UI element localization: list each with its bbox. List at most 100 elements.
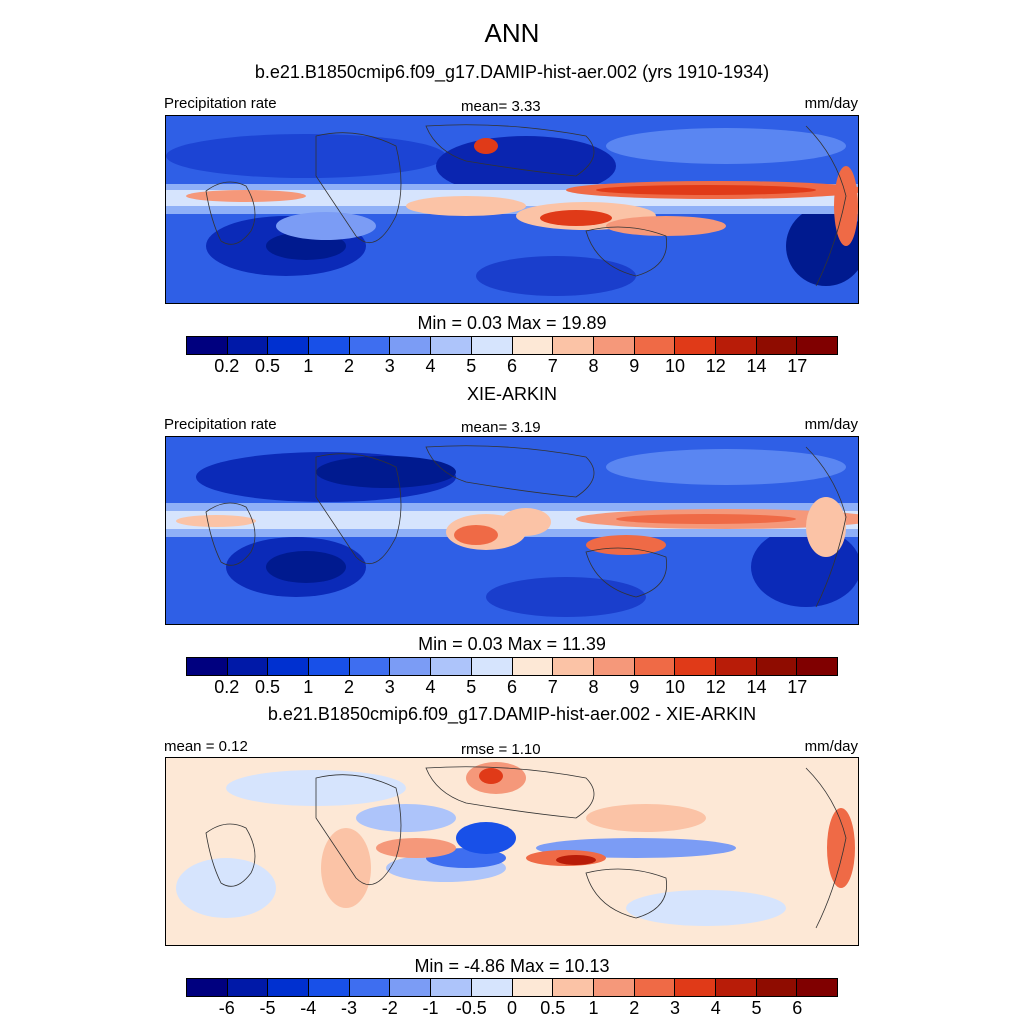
- panel-2-variable-label: Precipitation rate: [164, 416, 277, 433]
- colorbar-segment: [471, 979, 513, 996]
- colorbar-tick-label: 4: [710, 998, 721, 1018]
- colorbar-segment: [512, 658, 554, 675]
- colorbar-tick-label: 0: [506, 998, 518, 1018]
- colorbar-tick-label: 10: [664, 677, 686, 697]
- colorbar-segment: [309, 337, 350, 354]
- colorbar-tick-label: 9: [629, 677, 640, 697]
- colorbar-segment: [512, 979, 554, 996]
- colorbar-segment: [349, 979, 391, 996]
- colorbar-segment: [675, 658, 716, 675]
- colorbar-tick-label: 3: [669, 998, 681, 1018]
- colorbar-segment: [797, 979, 837, 996]
- colorbar-tick-label: 0.5: [254, 677, 281, 697]
- colorbar-tick-label: 0.5: [254, 356, 281, 376]
- colorbar-tick-label: -1: [422, 998, 439, 1018]
- panel-3-rmse-label: rmse = 1.10: [461, 741, 541, 758]
- colorbar-segment: [593, 658, 635, 675]
- colorbar-segment: [268, 979, 310, 996]
- colorbar-tick-label: 3: [384, 677, 395, 697]
- panel-1-variable-label: Precipitation rate: [164, 95, 277, 112]
- colorbar-segment: [349, 658, 391, 675]
- colorbar-segment: [187, 658, 228, 675]
- panel-1-mean-label: mean= 3.33: [461, 98, 541, 115]
- panel-3-map: [165, 757, 859, 946]
- colorbar-tick-label: 7: [547, 677, 558, 697]
- colorbar-segment: [309, 979, 350, 996]
- colorbar-tick-label: 5: [466, 356, 477, 376]
- panel-1-title: b.e21.B1850cmip6.f09_g17.DAMIP-hist-aer.…: [254, 62, 770, 82]
- colorbar-tick-label: -3: [340, 998, 358, 1018]
- colorbar-segment: [227, 337, 269, 354]
- colorbar-tick-label: -6: [218, 998, 235, 1018]
- colorbar-segment: [390, 979, 432, 996]
- colorbar-segment: [675, 337, 716, 354]
- colorbar-tick-label: 3: [384, 356, 395, 376]
- colorbar-segment: [797, 337, 837, 354]
- panel-1-colorbar: [186, 336, 838, 355]
- panel-3-title: b.e21.B1850cmip6.f09_g17.DAMIP-hist-aer.…: [267, 704, 757, 724]
- colorbar-segment: [675, 979, 716, 996]
- colorbar-segment: [593, 337, 635, 354]
- panel-2-minmax: Min = 0.03 Max = 11.39: [418, 634, 606, 654]
- colorbar-segment: [797, 658, 837, 675]
- panel-3-minmax: Min = -4.86 Max = 10.13: [414, 956, 610, 976]
- colorbar-tick-label: 12: [705, 356, 726, 376]
- colorbar-tick-label: 0.2: [214, 677, 240, 697]
- colorbar-segment: [431, 979, 472, 996]
- panel-2-map: [165, 436, 859, 625]
- colorbar-segment: [634, 979, 676, 996]
- colorbar-segment: [431, 337, 472, 354]
- colorbar-tick-label: 2: [629, 998, 640, 1018]
- colorbar-segment: [553, 979, 594, 996]
- colorbar-segment: [268, 337, 310, 354]
- panel-2-units-label: mm/day: [804, 416, 858, 433]
- colorbar-segment: [634, 337, 676, 354]
- colorbar-tick-label: 7: [547, 356, 558, 376]
- panel-1-minmax: Min = 0.03 Max = 19.89: [417, 313, 607, 333]
- colorbar-tick-label: -0.5: [455, 998, 487, 1018]
- colorbar-tick-label: 4: [425, 356, 436, 376]
- colorbar-tick-label: 17: [787, 677, 808, 697]
- panel-2-title: XIE-ARKIN: [466, 384, 558, 404]
- colorbar-tick-label: 1: [303, 677, 314, 697]
- colorbar-tick-label: -5: [259, 998, 276, 1018]
- colorbar-segment: [390, 337, 432, 354]
- panel-2-colorbar: [186, 657, 838, 676]
- colorbar-tick-label: 2: [343, 677, 355, 697]
- colorbar-tick-label: 1: [588, 998, 599, 1018]
- colorbar-segment: [756, 979, 798, 996]
- colorbar-tick-label: 12: [705, 677, 726, 697]
- colorbar-tick-label: 0.2: [214, 356, 240, 376]
- colorbar-tick-label: 5: [751, 998, 762, 1018]
- colorbar-segment: [512, 337, 554, 354]
- colorbar-segment: [756, 337, 798, 354]
- panel-3-colorbar: [186, 978, 838, 997]
- colorbar-tick-label: -4: [300, 998, 317, 1018]
- colorbar-segment: [634, 658, 676, 675]
- panel-3-units-label: mm/day: [804, 738, 858, 755]
- panel-3-mean-label: mean = 0.12: [164, 738, 248, 755]
- colorbar-tick-label: 9: [629, 356, 640, 376]
- colorbar-segment: [227, 979, 269, 996]
- colorbar-tick-label: 8: [588, 356, 599, 376]
- colorbar-segment: [349, 337, 391, 354]
- colorbar-tick-label: 6: [792, 998, 803, 1018]
- colorbar-tick-label: 10: [664, 356, 686, 376]
- colorbar-tick-label: 0.5: [540, 998, 566, 1018]
- colorbar-tick-label: 5: [466, 677, 477, 697]
- main-title: ANN: [484, 18, 540, 48]
- colorbar-segment: [756, 658, 798, 675]
- colorbar-segment: [553, 337, 594, 354]
- colorbar-segment: [227, 658, 269, 675]
- colorbar-tick-label: 4: [425, 677, 436, 697]
- colorbar-segment: [471, 658, 513, 675]
- colorbar-segment: [553, 658, 594, 675]
- colorbar-tick-label: 8: [588, 677, 599, 697]
- colorbar-tick-label: 2: [343, 356, 355, 376]
- colorbar-segment: [431, 658, 472, 675]
- colorbar-tick-label: 1: [303, 356, 314, 376]
- colorbar-tick-label: 6: [506, 677, 518, 697]
- colorbar-tick-label: -2: [381, 998, 398, 1018]
- panel-1-units-label: mm/day: [804, 95, 858, 112]
- colorbar-segment: [309, 658, 350, 675]
